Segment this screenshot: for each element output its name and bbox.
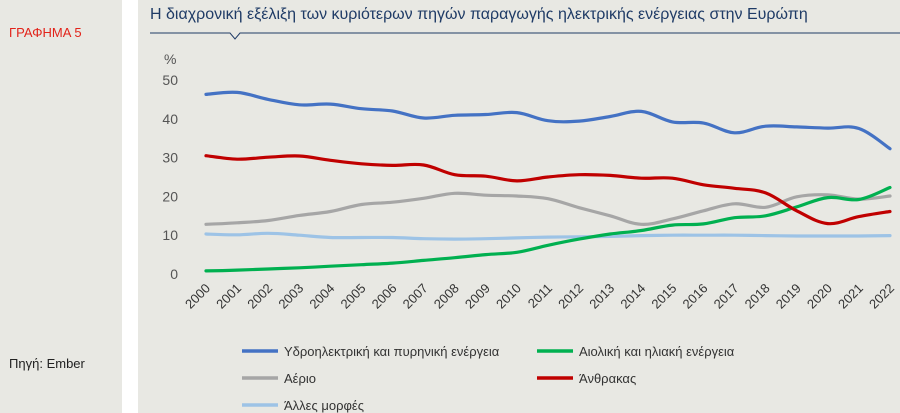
x-tick-label: 2015 [648,281,679,312]
series-line [204,90,892,151]
x-tick-label: 2005 [338,281,369,312]
x-tick-label: 2009 [462,281,493,312]
legend-label: Αέριο [284,371,316,386]
x-axis: 2000 2001 2002 2003 2004 2005 2006 2007 2008 2009… [182,281,897,312]
separator [122,0,138,413]
x-tick-label: 2016 [680,281,711,312]
x-tick-label: 2012 [555,281,586,312]
x-tick-label: 2017 [711,281,742,312]
x-tick-label: 2014 [617,281,648,312]
x-tick-label: 2007 [400,281,431,312]
x-tick-label: 2001 [213,281,244,312]
x-tick-label: 2006 [369,281,400,312]
legend-label: Αιολική και ηλιακή ενέργεια [579,344,735,359]
y-tick-label: 50 [162,72,178,88]
y-tick-label: 10 [162,227,178,243]
x-tick-label: 2020 [804,281,835,312]
x-tick-label: 2022 [866,281,897,312]
y-tick-label: 20 [162,188,178,204]
y-tick-label: 30 [162,150,178,166]
sidebar: ΓΡΑΦΗΜΑ 5 Πηγή: Ember [0,0,122,413]
x-tick-label: 2002 [244,281,275,312]
x-tick-label: 2003 [275,281,306,312]
legend: Υδροηλεκτρική και πυρηνική ενέργεια Αιολι… [242,344,735,413]
x-tick-label: 2013 [586,281,617,312]
x-tick-label: 2010 [493,281,524,312]
y-tick-label: 40 [162,111,178,127]
x-tick-label: 2019 [773,281,804,312]
x-tick-label: 2000 [182,281,213,312]
y-axis: % 0 10 20 30 40 50 [162,51,178,282]
y-tick-label: 0 [170,266,178,282]
title-rule [150,32,900,40]
legend-label: Άνθρακας [579,371,636,386]
series-line [204,185,892,273]
legend-label: Υδροηλεκτρική και πυρηνική ενέργεια [284,344,500,359]
source-label: Πηγή: Ember [9,356,85,371]
title-underline [150,32,900,40]
x-tick-label: 2018 [742,281,773,312]
y-axis-unit: % [164,51,176,67]
x-tick-label: 2008 [431,281,462,312]
series-line [204,231,892,241]
figure-label: ΓΡΑΦΗΜΑ 5 [9,25,82,40]
series-line [204,154,892,226]
x-tick-label: 2011 [525,281,555,311]
x-tick-label: 2021 [835,281,866,312]
series-line [204,191,892,226]
series-lines [204,90,892,273]
legend-label: Άλλες μορφές [284,398,364,413]
chart-title: Η διαχρονική εξέλιξη των κυριότερων πηγώ… [150,6,808,23]
x-tick-label: 2004 [306,281,337,312]
